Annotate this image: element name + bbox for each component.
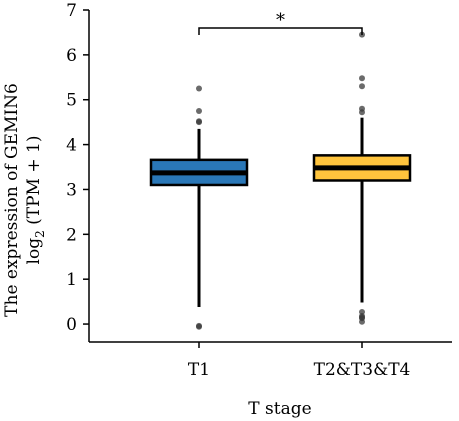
y-axis-title-log: log bbox=[24, 238, 44, 265]
outlier-point bbox=[196, 85, 202, 92]
y-axis-title-sub: 2 bbox=[33, 230, 47, 238]
outlier-point bbox=[359, 75, 365, 82]
y-axis-title-line2: log2 (TPM + 1) bbox=[24, 136, 47, 265]
y-tick-label: 6 bbox=[66, 46, 77, 66]
outlier-point bbox=[196, 118, 202, 125]
box-group-2 bbox=[312, 31, 412, 325]
boxes-group bbox=[149, 31, 412, 330]
y-tick-label: 1 bbox=[66, 270, 77, 290]
outlier-point bbox=[359, 105, 365, 112]
y-tick-label: 2 bbox=[66, 225, 77, 245]
y-axis-title-line1: The expression of GEMIN6 bbox=[2, 83, 22, 317]
outlier-point bbox=[359, 83, 365, 90]
x-axis-title: T stage bbox=[248, 399, 311, 419]
outlier-point bbox=[196, 107, 202, 114]
outlier-point bbox=[196, 323, 202, 330]
annotation-group: * bbox=[198, 10, 363, 35]
y-tick-label: 4 bbox=[66, 136, 77, 156]
x-tick-label: T2&T3&T4 bbox=[314, 360, 411, 380]
box-group-1 bbox=[149, 85, 249, 330]
y-tick-label: 0 bbox=[66, 315, 77, 335]
y-tick-label: 5 bbox=[66, 91, 77, 111]
y-tick-label: 3 bbox=[66, 180, 77, 200]
significance-bracket bbox=[198, 27, 363, 35]
axes-group: 0 1 2 3 4 5 6 7 T1 T2&T3&T4 bbox=[66, 1, 452, 380]
outlier-point bbox=[359, 308, 365, 315]
y-axis-title-rest: (TPM + 1) bbox=[24, 136, 44, 231]
x-tick-label: T1 bbox=[188, 360, 210, 380]
y-tick-label: 7 bbox=[66, 1, 77, 21]
significance-label: * bbox=[276, 10, 285, 31]
